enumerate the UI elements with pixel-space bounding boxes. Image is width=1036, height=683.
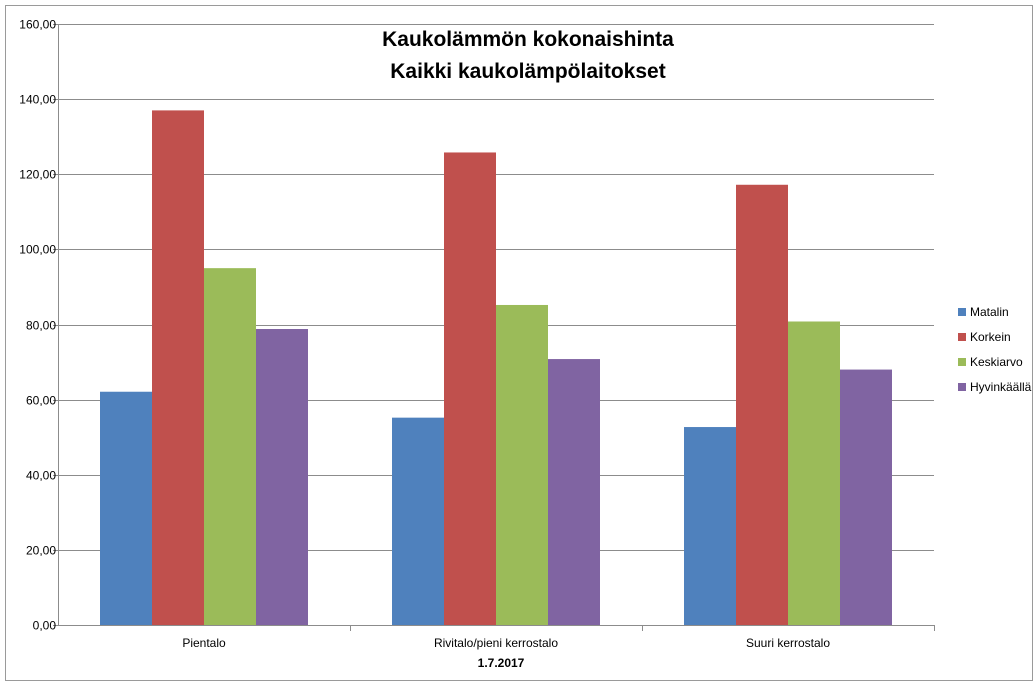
- x-axis-title: 1.7.2017: [478, 656, 525, 670]
- chart-subtitle: Kaikki kaukolämpölaitokset: [390, 60, 665, 83]
- y-tick-label: 140,00: [19, 93, 56, 107]
- y-tick-label: 100,00: [19, 243, 56, 257]
- y-tick-label: 0,00: [33, 619, 57, 633]
- legend-swatch: [958, 308, 966, 316]
- bar-korkein: [152, 110, 204, 626]
- x-category-label: Pientalo: [182, 636, 226, 650]
- bar-keskiarvo: [204, 268, 256, 625]
- legend-swatch: [958, 383, 966, 391]
- y-tick-label: 60,00: [26, 394, 56, 408]
- bar-keskiarvo: [788, 321, 840, 625]
- bar-hyvinkäällä: [256, 329, 308, 625]
- x-category-label: Rivitalo/pieni kerrostalo: [434, 636, 558, 650]
- bar-matalin: [684, 427, 736, 625]
- legend-swatch: [958, 358, 966, 366]
- legend-label: Korkein: [970, 330, 1011, 344]
- bar-korkein: [444, 152, 496, 625]
- legend: Matalin Korkein Keskiarvo Hyvinkäällä: [958, 305, 1032, 394]
- chart-title: Kaukolämmön kokonaishinta: [382, 28, 674, 51]
- bar-keskiarvo: [496, 304, 548, 625]
- legend-label: Keskiarvo: [970, 355, 1023, 369]
- y-tick-label: 80,00: [26, 319, 56, 333]
- axes: [53, 24, 935, 631]
- legend-label: Hyvinkäällä: [970, 380, 1032, 394]
- bar-korkein: [736, 184, 788, 625]
- bar-matalin: [100, 391, 152, 625]
- y-tick-label: 40,00: [26, 469, 56, 483]
- bar-matalin: [392, 417, 444, 625]
- y-tick-label: 20,00: [26, 544, 56, 558]
- x-category-label: Suuri kerrostalo: [746, 636, 830, 650]
- axis-labels: 0,00 20,00 40,00 60,00 80,00 100,00 120,00 140,…: [19, 18, 830, 651]
- legend-label: Matalin: [970, 305, 1009, 319]
- bars: [100, 110, 892, 626]
- legend-swatch: [958, 333, 966, 341]
- y-tick-label: 160,00: [19, 18, 56, 32]
- bar-hyvinkäällä: [840, 369, 892, 625]
- bar-hyvinkäällä: [548, 359, 600, 625]
- y-tick-label: 120,00: [19, 168, 56, 182]
